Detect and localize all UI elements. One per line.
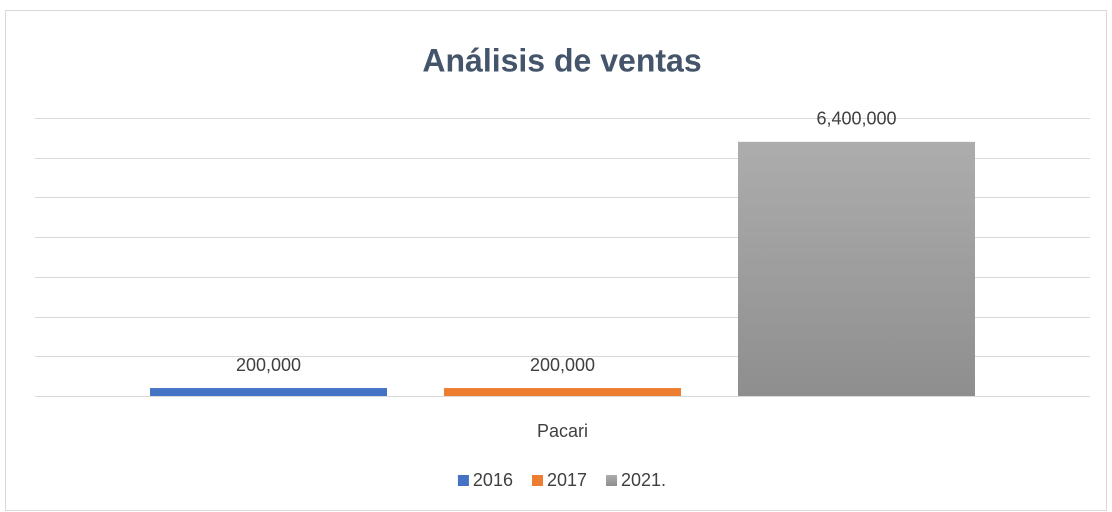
legend-label: 2021. bbox=[621, 470, 666, 490]
legend-swatch bbox=[457, 475, 469, 486]
bar bbox=[150, 388, 387, 396]
data-label: 6,400,000 bbox=[816, 109, 896, 129]
data-label: 200,000 bbox=[530, 355, 595, 375]
bar bbox=[738, 141, 975, 396]
bar bbox=[444, 388, 681, 396]
legend-swatch bbox=[606, 475, 618, 486]
legend-swatch bbox=[531, 475, 543, 486]
legend-label: 2016 bbox=[473, 470, 513, 490]
data-label: 200,000 bbox=[236, 355, 301, 375]
chart-title: Análisis de ventas bbox=[422, 42, 701, 78]
x-tick-label: Pacari bbox=[537, 421, 588, 441]
legend-label: 2017 bbox=[547, 470, 587, 490]
